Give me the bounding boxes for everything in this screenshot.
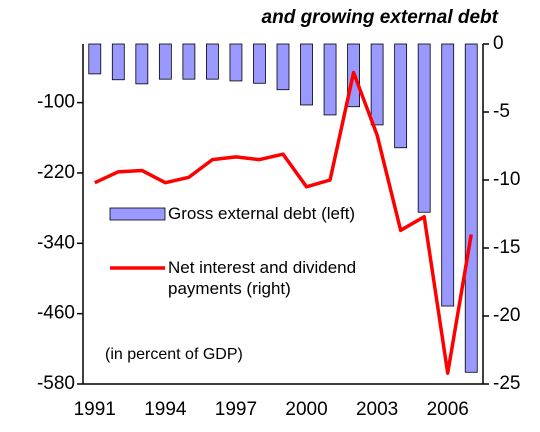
y2-tick-label: -5 [493,101,510,122]
bar [394,43,408,149]
bar [135,43,149,85]
y2-tick-label: -20 [493,305,520,326]
bar [276,43,290,91]
x-tick-label: 2006 [427,399,469,420]
bar [206,43,219,80]
legend-label: Gross external debt (left) [168,204,356,223]
bar [323,43,337,116]
bar [253,43,266,84]
bar [441,43,455,307]
bar [370,43,384,126]
x-tick-label: 2003 [356,399,398,420]
annotation: (in percent of GDP) [105,346,243,363]
line [94,70,473,375]
bar [88,43,102,75]
bar [182,43,196,80]
y2-tick-label: -15 [493,237,520,258]
bar [464,43,478,373]
bar [111,43,125,81]
x-tick-label: 1994 [144,399,187,420]
y2-tick-label: -25 [493,373,520,394]
y-tick-label: -340 [37,232,75,253]
x-tick-label: 2000 [285,399,327,420]
bar [300,43,313,106]
bar [229,43,243,82]
y-tick-label: -100 [37,92,75,113]
y-tick-label: -220 [37,162,75,183]
y-tick-label: -460 [37,303,75,324]
y2-tick-label: -10 [493,169,520,190]
y2-tick-label: 0 [493,33,504,54]
bar [158,43,172,80]
x-tick-label: 1997 [215,399,257,420]
chart-title: and growing external debt [262,7,499,28]
bar [417,43,431,213]
y-tick-label: -580 [37,373,75,394]
legend-label: Net interest and dividend payments (righ… [168,258,357,298]
legend-swatch [109,207,166,221]
x-tick-label: 1991 [74,399,116,420]
